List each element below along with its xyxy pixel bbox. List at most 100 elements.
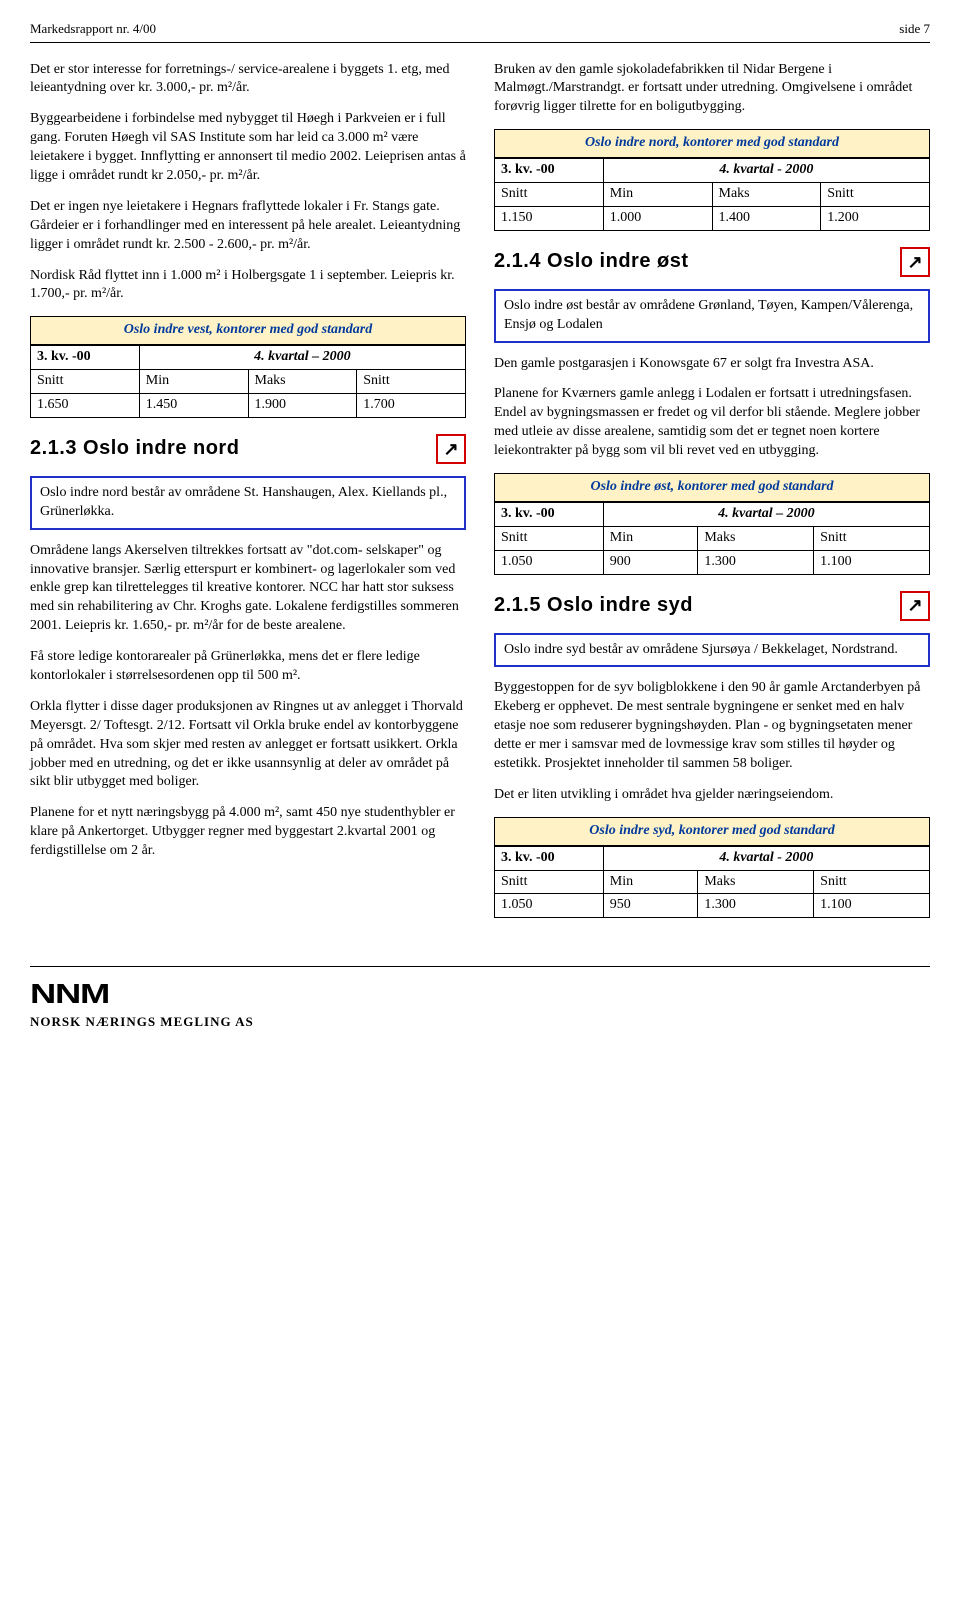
table-ost: Oslo indre øst, kontorer med god standar… — [494, 473, 930, 575]
table-cell: Snitt — [821, 183, 930, 207]
table-header: 4. kvartal – 2000 — [603, 502, 929, 526]
table-cell: 1.200 — [821, 206, 930, 230]
table-row: 3. kv. -00 4. kvartal – 2000 — [31, 346, 466, 370]
table-cell: 1.400 — [712, 206, 821, 230]
table-cell: 1.450 — [139, 394, 248, 418]
header-left: Markedsrapport nr. 4/00 — [30, 20, 156, 38]
logo-icon: NNM — [30, 975, 109, 1013]
page-header: Markedsrapport nr. 4/00 side 7 — [30, 20, 930, 38]
paragraph: Det er liten utvikling i området hva gje… — [494, 786, 930, 805]
table-cell: Snitt — [814, 870, 930, 894]
table-row: 3. kv. -00 4. kvartal – 2000 — [495, 502, 930, 526]
paragraph: Områdene langs Akerselven tiltrekkes for… — [30, 542, 466, 636]
table-cell: Min — [139, 370, 248, 394]
table-row: Snitt Min Maks Snitt — [495, 870, 930, 894]
table-cell: 950 — [603, 894, 698, 918]
table-cell: 1.100 — [814, 894, 930, 918]
paragraph: Orkla flytter i disse dager produksjonen… — [30, 698, 466, 792]
table-row: 3. kv. -00 4. kvartal - 2000 — [495, 159, 930, 183]
table-row: Snitt Min Maks Snitt — [31, 370, 466, 394]
table-header: 3. kv. -00 — [495, 159, 604, 183]
area-definition-box: Oslo indre nord består av områdene St. H… — [30, 476, 466, 530]
table-cell: 1.050 — [495, 550, 604, 574]
header-rule — [30, 42, 930, 43]
trend-arrow-icon: ↗ — [436, 434, 466, 464]
right-column: Bruken av den gamle sjokoladefabrikken t… — [494, 61, 930, 935]
table-title: Oslo indre vest, kontorer med god standa… — [30, 316, 466, 345]
paragraph: Byggearbeidene i forbindelse med nybygge… — [30, 110, 466, 186]
table-row: 1.050 950 1.300 1.100 — [495, 894, 930, 918]
table-cell: Snitt — [357, 370, 466, 394]
paragraph: Få store ledige kontorarealer på Grünerl… — [30, 648, 466, 686]
table-cell: Maks — [698, 870, 814, 894]
table-cell: Min — [603, 870, 698, 894]
table-title: Oslo indre øst, kontorer med god standar… — [494, 473, 930, 502]
header-right: side 7 — [899, 20, 930, 38]
area-definition-box: Oslo indre øst består av områdene Grønla… — [494, 289, 930, 343]
paragraph: Planene for Kværners gamle anlegg i Loda… — [494, 385, 930, 461]
table-cell: Maks — [712, 183, 821, 207]
table-row: 1.150 1.000 1.400 1.200 — [495, 206, 930, 230]
table-header: 3. kv. -00 — [495, 846, 604, 870]
paragraph: Nordisk Råd flyttet inn i 1.000 m² i Hol… — [30, 267, 466, 305]
data-table: 3. kv. -00 4. kvartal – 2000 Snitt Min M… — [30, 345, 466, 418]
table-row: 1.650 1.450 1.900 1.700 — [31, 394, 466, 418]
table-cell: 1.650 — [31, 394, 140, 418]
table-cell: 1.300 — [698, 894, 814, 918]
table-header: 4. kvartal - 2000 — [603, 846, 929, 870]
left-column: Det er stor interesse for forretnings-/ … — [30, 61, 466, 935]
area-definition-box: Oslo indre syd består av områdene Sjursø… — [494, 633, 930, 668]
table-header: 4. kvartal - 2000 — [603, 159, 929, 183]
table-vest: Oslo indre vest, kontorer med god standa… — [30, 316, 466, 418]
logo-subtitle: NORSK NÆRINGS MEGLING AS — [30, 1013, 930, 1031]
data-table: 3. kv. -00 4. kvartal - 2000 Snitt Min M… — [494, 158, 930, 231]
table-cell: Maks — [248, 370, 357, 394]
table-cell: 1.900 — [248, 394, 357, 418]
table-cell: 1.050 — [495, 894, 604, 918]
table-header: 4. kvartal – 2000 — [139, 346, 465, 370]
table-cell: Snitt — [495, 183, 604, 207]
table-cell: 900 — [603, 550, 698, 574]
paragraph: Den gamle postgarasjen i Konowsgate 67 e… — [494, 355, 930, 374]
section-title: 2.1.4 Oslo indre øst — [494, 248, 689, 275]
table-cell: Snitt — [495, 526, 604, 550]
trend-arrow-icon: ↗ — [900, 591, 930, 621]
table-cell: Min — [603, 526, 698, 550]
page-footer: NNM NORSK NÆRINGS MEGLING AS — [30, 958, 930, 1030]
two-column-layout: Det er stor interesse for forretnings-/ … — [30, 61, 930, 935]
data-table: 3. kv. -00 4. kvartal - 2000 Snitt Min M… — [494, 846, 930, 919]
data-table: 3. kv. -00 4. kvartal – 2000 Snitt Min M… — [494, 502, 930, 575]
paragraph: Bruken av den gamle sjokoladefabrikken t… — [494, 61, 930, 118]
table-cell: Snitt — [31, 370, 140, 394]
paragraph: Byggestoppen for de syv boligblokkene i … — [494, 679, 930, 773]
table-header: 3. kv. -00 — [31, 346, 140, 370]
paragraph: Det er stor interesse for forretnings-/ … — [30, 61, 466, 99]
table-cell: 1.300 — [698, 550, 814, 574]
table-title: Oslo indre syd, kontorer med god standar… — [494, 817, 930, 846]
table-cell: Snitt — [495, 870, 604, 894]
table-cell: Snitt — [814, 526, 930, 550]
section-heading-row: 2.1.5 Oslo indre syd ↗ — [494, 591, 930, 621]
table-cell: Min — [603, 183, 712, 207]
paragraph: Planene for et nytt næringsbygg på 4.000… — [30, 804, 466, 861]
section-title: 2.1.3 Oslo indre nord — [30, 435, 239, 462]
table-cell: 1.100 — [814, 550, 930, 574]
table-row: 1.050 900 1.300 1.100 — [495, 550, 930, 574]
table-header: 3. kv. -00 — [495, 502, 604, 526]
table-cell: 1.700 — [357, 394, 466, 418]
table-row: Snitt Min Maks Snitt — [495, 526, 930, 550]
table-syd: Oslo indre syd, kontorer med god standar… — [494, 817, 930, 919]
trend-arrow-icon: ↗ — [900, 247, 930, 277]
table-cell: 1.000 — [603, 206, 712, 230]
section-heading-row: 2.1.3 Oslo indre nord ↗ — [30, 434, 466, 464]
table-cell: Maks — [698, 526, 814, 550]
section-heading-row: 2.1.4 Oslo indre øst ↗ — [494, 247, 930, 277]
section-title: 2.1.5 Oslo indre syd — [494, 592, 693, 619]
table-cell: 1.150 — [495, 206, 604, 230]
table-title: Oslo indre nord, kontorer med god standa… — [494, 129, 930, 158]
footer-rule — [30, 966, 930, 967]
paragraph: Det er ingen nye leietakere i Hegnars fr… — [30, 198, 466, 255]
table-row: Snitt Min Maks Snitt — [495, 183, 930, 207]
table-row: 3. kv. -00 4. kvartal - 2000 — [495, 846, 930, 870]
table-nord: Oslo indre nord, kontorer med god standa… — [494, 129, 930, 231]
